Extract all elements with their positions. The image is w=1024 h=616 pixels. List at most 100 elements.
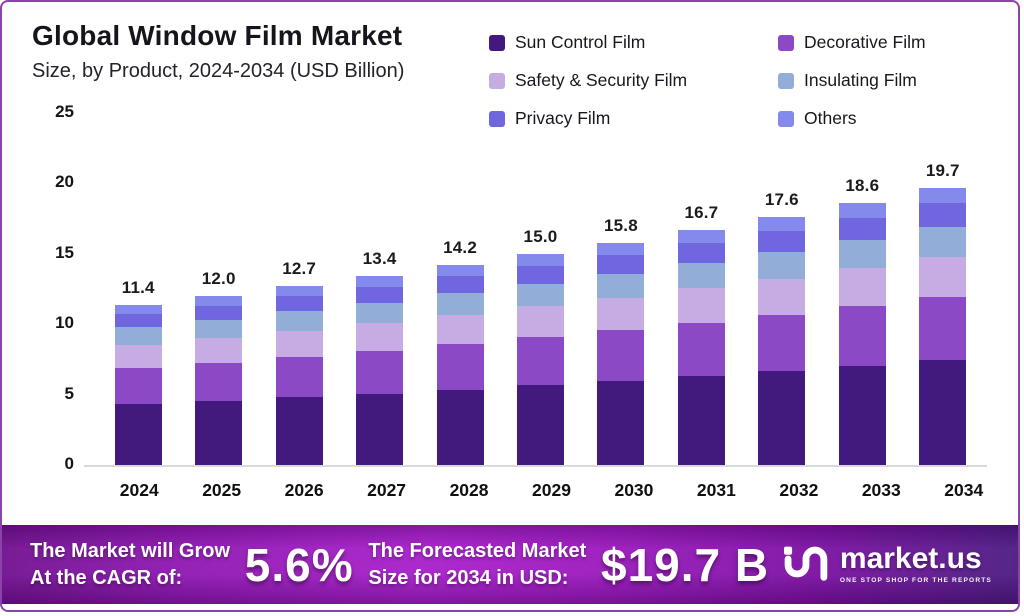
legend-item-others[interactable]: Others bbox=[778, 108, 926, 129]
segment-2029-sun-control-film[interactable] bbox=[516, 385, 564, 465]
segment-2030-safety-security-film[interactable] bbox=[597, 297, 645, 331]
segment-2032-others[interactable] bbox=[758, 217, 806, 232]
segment-2024-sun-control-film[interactable] bbox=[114, 404, 162, 465]
legend-item-insulating-film[interactable]: Insulating Film bbox=[778, 70, 926, 91]
segment-2027-safety-security-film[interactable] bbox=[356, 323, 404, 351]
segment-2028-insulating-film[interactable] bbox=[436, 293, 484, 315]
segment-2026-decorative-film[interactable] bbox=[275, 356, 323, 398]
legend-item-decorative-film[interactable]: Decorative Film bbox=[778, 32, 926, 53]
segment-2028-sun-control-film[interactable] bbox=[436, 389, 484, 465]
segment-2030-others[interactable] bbox=[597, 242, 645, 255]
segment-2033-others[interactable] bbox=[838, 203, 886, 218]
bar-total-label-2034: 19.7 bbox=[925, 160, 960, 180]
x-axis: 2024 2025 2026 2027 2028 2029 2030 2031 2032 2033… bbox=[98, 480, 1005, 501]
segment-2025-decorative-film[interactable] bbox=[195, 362, 243, 402]
segment-2027-decorative-film[interactable] bbox=[356, 350, 404, 394]
segment-2025-privacy-film[interactable] bbox=[195, 305, 243, 320]
segment-2026-insulating-film[interactable] bbox=[275, 311, 323, 331]
segment-2027-privacy-film[interactable] bbox=[356, 286, 404, 303]
segment-2026-sun-control-film[interactable] bbox=[275, 397, 323, 465]
segment-2032-privacy-film[interactable] bbox=[758, 231, 806, 253]
segment-2024-insulating-film[interactable] bbox=[114, 327, 162, 345]
segment-2024-others[interactable] bbox=[114, 304, 162, 314]
segment-2034-sun-control-film[interactable] bbox=[919, 360, 967, 465]
segment-2032-decorative-film[interactable] bbox=[758, 314, 806, 372]
bar-stack-2025[interactable] bbox=[195, 296, 243, 465]
bar-group-2024: 11.4 bbox=[98, 113, 178, 465]
bar-stack-2032[interactable] bbox=[758, 217, 806, 465]
legend-swatch-icon bbox=[489, 72, 505, 89]
segment-2028-privacy-film[interactable] bbox=[436, 276, 484, 294]
segment-2028-others[interactable] bbox=[436, 265, 484, 277]
bar-stack-2033[interactable] bbox=[838, 203, 886, 465]
bar-total-label-2025: 12.0 bbox=[201, 269, 236, 289]
segment-2026-safety-security-film[interactable] bbox=[275, 330, 323, 357]
legend-item-label: Decorative Film bbox=[804, 32, 926, 52]
bar-stack-2029[interactable] bbox=[516, 253, 564, 465]
brand-name: market.us bbox=[839, 542, 982, 576]
segment-2027-insulating-film[interactable] bbox=[356, 302, 404, 324]
bar-stack-2028[interactable] bbox=[436, 265, 484, 465]
segment-2029-safety-security-film[interactable] bbox=[516, 306, 564, 338]
brand-logo[interactable]: market.us ONE STOP SHOP FOR THE REPORTS bbox=[783, 541, 992, 588]
segment-2025-others[interactable] bbox=[195, 296, 243, 306]
legend-item-safety-security-film[interactable]: Safety & Security Film bbox=[489, 70, 778, 91]
legend: Sun Control Film Decorative Film Safety & … bbox=[489, 32, 926, 129]
segment-2034-others[interactable] bbox=[919, 187, 967, 204]
segment-2033-decorative-film[interactable] bbox=[838, 306, 886, 367]
segment-2030-privacy-film[interactable] bbox=[597, 254, 645, 274]
segment-2029-insulating-film[interactable] bbox=[516, 283, 564, 307]
segment-2030-sun-control-film[interactable] bbox=[597, 380, 645, 465]
segment-2028-safety-security-film[interactable] bbox=[436, 314, 484, 344]
segment-2033-privacy-film[interactable] bbox=[838, 217, 886, 241]
segment-2026-privacy-film[interactable] bbox=[275, 296, 323, 312]
segment-2032-insulating-film[interactable] bbox=[758, 252, 806, 280]
segment-2029-others[interactable] bbox=[516, 253, 564, 266]
segment-2031-privacy-film[interactable] bbox=[677, 243, 725, 264]
segment-2026-others[interactable] bbox=[275, 286, 323, 297]
segment-2025-sun-control-film[interactable] bbox=[195, 401, 243, 465]
legend-item-sun-control-film[interactable]: Sun Control Film bbox=[489, 32, 778, 53]
legend-item-privacy-film[interactable]: Privacy Film bbox=[489, 108, 778, 129]
bar-stack-2030[interactable] bbox=[597, 242, 645, 465]
segment-2031-insulating-film[interactable] bbox=[677, 263, 725, 289]
segment-2031-safety-security-film[interactable] bbox=[677, 288, 725, 323]
bar-total-label-2027: 13.4 bbox=[362, 249, 397, 269]
segment-2029-decorative-film[interactable] bbox=[516, 337, 564, 386]
bar-stack-2034[interactable] bbox=[919, 187, 967, 465]
bar-stack-2031[interactable] bbox=[677, 229, 725, 465]
bar-stack-2027[interactable] bbox=[356, 276, 404, 465]
bar-total-label-2033: 18.6 bbox=[845, 176, 880, 196]
segment-2031-decorative-film[interactable] bbox=[677, 322, 725, 377]
segment-2027-sun-control-film[interactable] bbox=[356, 393, 404, 465]
legend-swatch-icon bbox=[489, 34, 505, 51]
bar-stack-2026[interactable] bbox=[275, 286, 323, 465]
segment-2034-privacy-film[interactable] bbox=[919, 203, 967, 227]
bar-total-label-2026: 12.7 bbox=[282, 259, 317, 279]
segment-2027-others[interactable] bbox=[356, 276, 404, 287]
segment-2030-insulating-film[interactable] bbox=[597, 273, 645, 298]
segment-2031-sun-control-film[interactable] bbox=[677, 376, 725, 465]
segment-2025-insulating-film[interactable] bbox=[195, 319, 243, 339]
legend-item-label: Insulating Film bbox=[804, 70, 917, 90]
bar-stack-2024[interactable] bbox=[114, 304, 162, 465]
segment-2033-sun-control-film[interactable] bbox=[838, 366, 886, 465]
x-axis-label-2026: 2026 bbox=[284, 480, 324, 500]
segment-2033-safety-security-film[interactable] bbox=[838, 268, 886, 307]
segment-2029-privacy-film[interactable] bbox=[516, 265, 564, 284]
segment-2024-privacy-film[interactable] bbox=[114, 313, 162, 328]
segment-2034-safety-security-film[interactable] bbox=[919, 256, 967, 297]
segment-2034-decorative-film[interactable] bbox=[919, 296, 967, 361]
segment-2030-decorative-film[interactable] bbox=[597, 330, 645, 381]
segment-2031-others[interactable] bbox=[677, 229, 725, 244]
segment-2025-safety-security-film[interactable] bbox=[195, 338, 243, 363]
segment-2032-sun-control-film[interactable] bbox=[758, 371, 806, 465]
plot-area: 11.4 12.0 12.7 13.4 14.2 15.0 15.8 16.7 17.6 18.6… bbox=[84, 113, 987, 467]
segment-2032-safety-security-film[interactable] bbox=[758, 279, 806, 315]
segment-2034-insulating-film[interactable] bbox=[919, 226, 967, 257]
segment-2024-decorative-film[interactable] bbox=[114, 367, 162, 405]
segment-2033-insulating-film[interactable] bbox=[838, 240, 886, 269]
segment-2024-safety-security-film[interactable] bbox=[114, 344, 162, 368]
segment-2028-decorative-film[interactable] bbox=[436, 343, 484, 390]
bars-row: 11.4 12.0 12.7 13.4 14.2 15.0 15.8 16.7 17.6 18.6… bbox=[98, 113, 983, 465]
